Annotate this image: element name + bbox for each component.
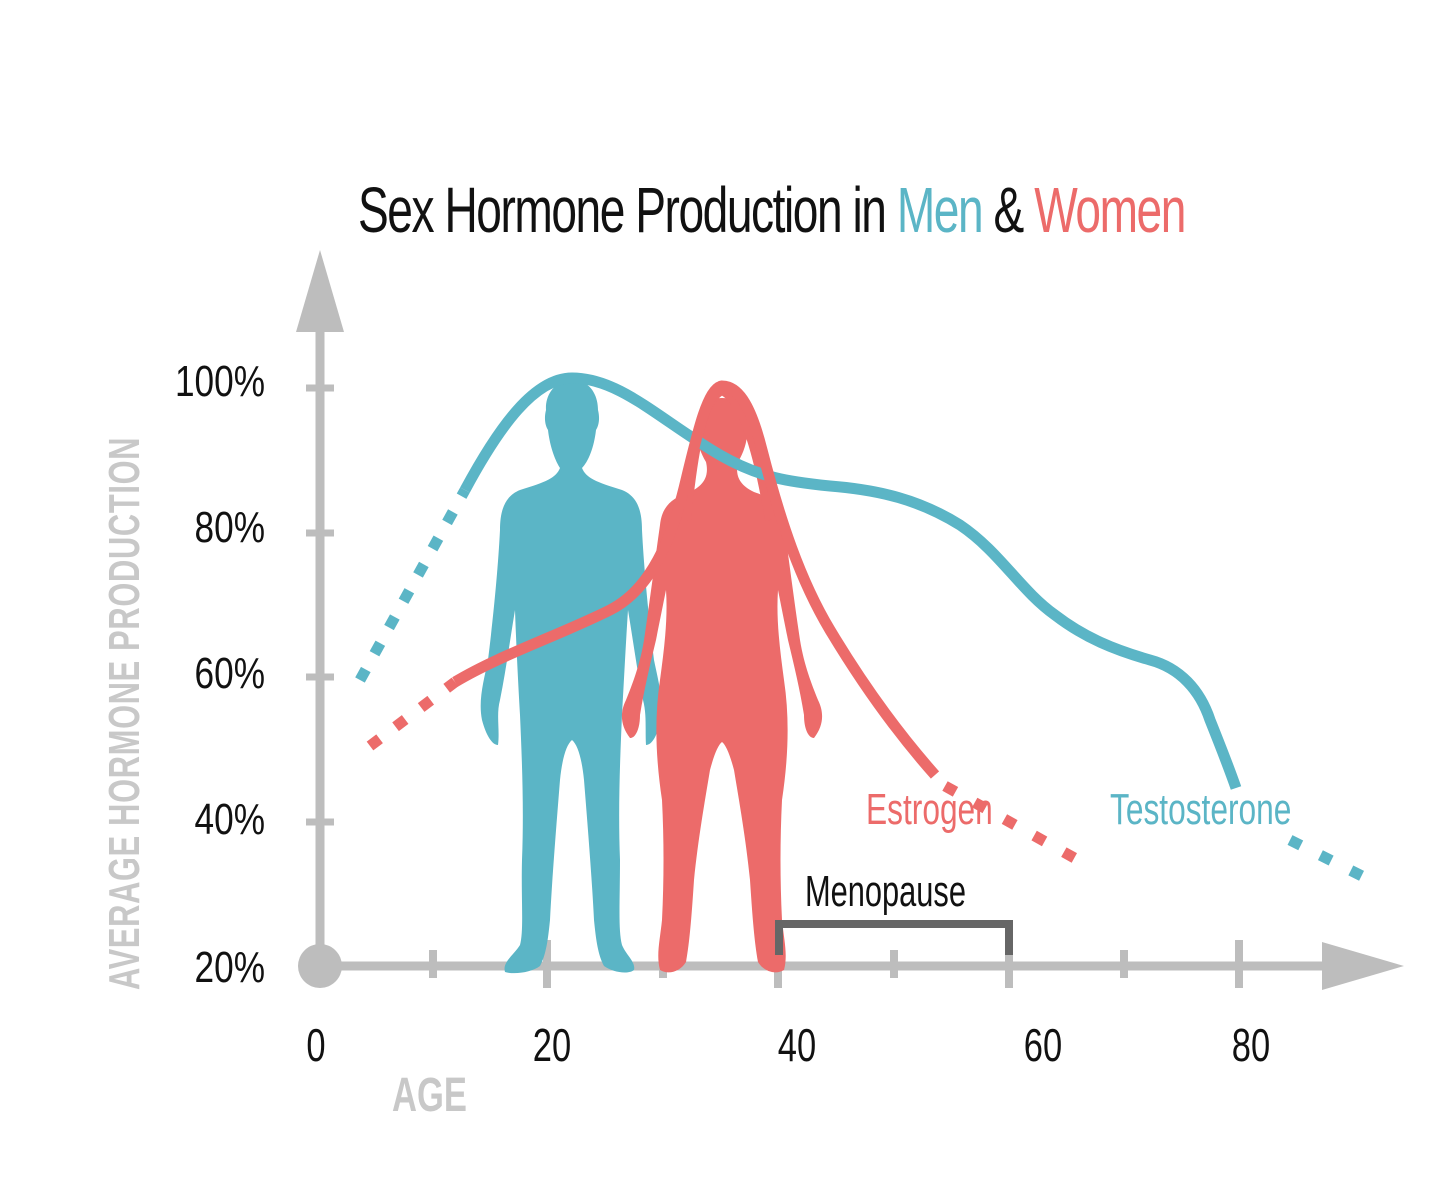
- testosterone-label: Testosterone: [1110, 785, 1292, 834]
- x-tick-80: 80: [1231, 1019, 1271, 1071]
- male-silhouette-icon: [480, 380, 662, 974]
- x-tick-60: 60: [1023, 1019, 1063, 1071]
- estrogen-curve: [366, 380, 1081, 865]
- y-tick-40: 40%: [194, 795, 265, 844]
- y-axis-arrow-icon: [296, 250, 344, 332]
- menopause-bracket: [775, 920, 1013, 955]
- axes: [296, 250, 1404, 990]
- title-women: Women: [1034, 174, 1186, 246]
- y-tick-100: 100%: [174, 357, 265, 406]
- x-tick-40: 40: [777, 1019, 817, 1071]
- testosterone-curve: [355, 372, 1365, 881]
- title-men: Men: [896, 174, 984, 246]
- title-prefix: Sex Hormone Production in: [358, 174, 897, 246]
- axis-origin-dot: [298, 944, 342, 988]
- y-tick-80: 80%: [194, 503, 265, 552]
- menopause-label: Menopause: [805, 867, 966, 916]
- title-amp: &: [982, 174, 1035, 246]
- x-axis-arrow-icon: [1322, 942, 1404, 990]
- x-axis-label: AGE: [392, 1069, 467, 1122]
- x-tick-0: 0: [306, 1019, 326, 1071]
- chart-title: Sex Hormone Production in Men & Women: [358, 170, 1186, 250]
- x-tick-20: 20: [532, 1019, 572, 1071]
- estrogen-label: Estrogen: [866, 785, 993, 834]
- y-tick-20: 20%: [194, 943, 265, 992]
- y-tick-60: 60%: [194, 649, 265, 698]
